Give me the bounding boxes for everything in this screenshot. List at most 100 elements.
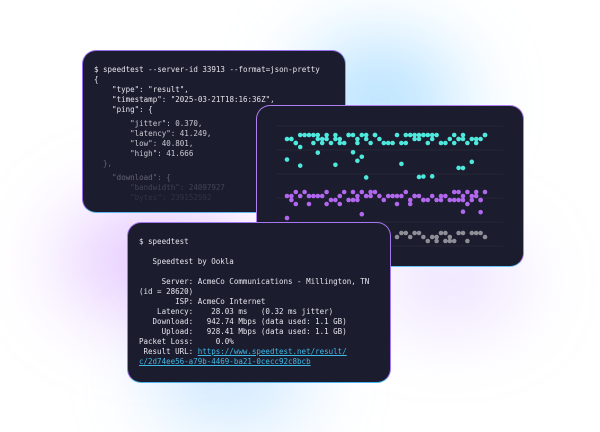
dot (478, 230, 483, 236)
dot (394, 132, 400, 138)
dot (478, 197, 483, 203)
dot (372, 132, 378, 138)
dot (328, 197, 334, 203)
cli-output: $ speedtest Speedtest by Ookla Server: A… (139, 237, 369, 367)
dot (399, 161, 404, 167)
dot (416, 132, 422, 138)
dot (473, 140, 479, 146)
dot (333, 162, 338, 168)
dot (456, 230, 461, 236)
cli-line: Upload: 928.41 Mbps (data used: 1.1 GB) (139, 327, 347, 336)
dot (399, 193, 404, 199)
dot (284, 215, 290, 221)
dot (469, 136, 475, 142)
dot (297, 144, 303, 150)
result-url-link[interactable]: c/2d74ee56-a79b-4469-ba21-0cecc92c8bcb (139, 357, 311, 366)
json-line: $ speedtest --server-id 33913 --format=j… (94, 65, 320, 74)
dot (293, 189, 299, 195)
dot (460, 193, 466, 199)
cli-line (139, 267, 369, 277)
dot (425, 140, 431, 146)
dot (399, 140, 404, 146)
json-line: "timestamp": "2025-03-21T18:16:36Z", (94, 95, 275, 104)
dot (359, 211, 365, 217)
json-line: }, (94, 159, 113, 168)
dot (412, 136, 417, 142)
dot (416, 230, 422, 236)
dot (315, 132, 321, 138)
dot (315, 193, 321, 199)
dot (324, 136, 329, 142)
cli-line: Latency: 28.03 ms (0.32 ms jitter) (139, 307, 334, 316)
dot (319, 193, 325, 199)
dot (385, 193, 391, 199)
dot (429, 174, 435, 179)
dot (306, 132, 312, 138)
dot (289, 197, 294, 203)
dot (319, 140, 325, 146)
dot (311, 193, 316, 199)
dot (482, 234, 488, 240)
json-line: "jitter": 0.370, (94, 119, 203, 128)
json-line: "latency": 41.249, (94, 129, 212, 138)
dot (350, 189, 356, 195)
dot (407, 197, 413, 203)
json-line: "download": { (94, 173, 171, 182)
dot (460, 209, 466, 215)
dot (403, 230, 409, 236)
dot (473, 136, 479, 142)
dot (438, 193, 444, 199)
json-line: "bytes": 239152592 (94, 193, 212, 202)
dot (434, 132, 439, 138)
dot (460, 165, 466, 171)
dot (465, 189, 470, 195)
dot (434, 234, 439, 240)
dot (341, 140, 347, 146)
dot (346, 132, 351, 138)
dot (319, 136, 325, 142)
dot (355, 193, 360, 199)
dot (390, 140, 395, 146)
dot-plot (277, 125, 503, 247)
cli-line: Speedtest by Ookla (139, 257, 234, 266)
dot (333, 197, 338, 203)
dot (289, 136, 294, 142)
dot (469, 197, 475, 203)
dot (311, 132, 316, 138)
cli-terminal-window: $ speedtest Speedtest by Ookla Server: A… (127, 222, 391, 383)
dot (429, 193, 435, 199)
cli-line: (id = 28620) (139, 287, 194, 296)
dot (469, 193, 475, 199)
dot (456, 136, 461, 142)
dot (434, 238, 439, 244)
dot (306, 201, 312, 207)
dot (315, 136, 321, 142)
json-line: "low": 40.801, (94, 139, 194, 148)
dot (443, 230, 448, 236)
dot (350, 132, 356, 138)
dot (482, 189, 488, 195)
dot (394, 234, 400, 240)
dot (460, 197, 466, 203)
json-line: "bandwidth": 24097927 (94, 183, 225, 192)
dot (456, 197, 461, 203)
dot (456, 165, 461, 171)
cli-line: $ speedtest (139, 237, 189, 246)
cli-line: Download: 942.74 Mbps (data used: 1.1 GB… (139, 317, 347, 326)
dot (306, 193, 312, 199)
dot (425, 197, 431, 203)
dot (421, 197, 426, 203)
dot (337, 136, 343, 142)
dot (421, 234, 426, 240)
json-line: { (94, 75, 99, 84)
dot (363, 136, 369, 142)
dot (355, 158, 360, 164)
dot (447, 197, 453, 203)
dot (403, 132, 409, 138)
dot (315, 150, 321, 155)
dot (368, 189, 373, 195)
dot (456, 189, 461, 195)
dot (443, 238, 448, 244)
dot (469, 230, 475, 236)
result-url-link[interactable]: https://www.speedtest.net/result/ (197, 347, 347, 356)
